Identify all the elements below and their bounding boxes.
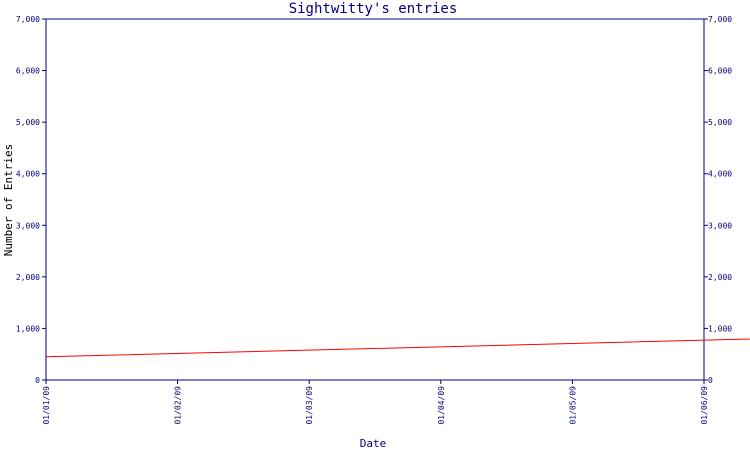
y-tick-label-right: 1,000 [708,324,732,333]
y-tick-label-left: 1,000 [16,324,40,333]
x-tick-label: 01/05/09 [568,386,577,425]
series-line-entries [45,338,750,358]
x-axis: 01/01/09 01/02/09 01/03/09 01/04/09 01/05/09… [42,380,709,425]
x-tick-label: 01/03/09 [305,386,314,425]
x-tick-label: 01/01/09 [42,386,51,425]
y-tick-label-left: 0 [35,376,40,385]
x-axis-label: Date [360,437,387,450]
y-tick-label-left: 7,000 [16,15,40,24]
y-tick-label-right: 2,000 [708,273,732,282]
x-tick-label: 01/02/09 [174,386,183,425]
x-tick-label: 01/04/09 [437,386,446,425]
y-axis-label: Number of Entries [2,144,15,257]
chart-title: Sightwitty's entries [289,1,458,17]
y-axis-right: 0 1,000 2,000 3,000 4,000 5,000 6,000 7,000 [704,15,732,385]
y-tick-label-left: 5,000 [16,118,40,127]
y-axis-left: 0 1,000 2,000 3,000 4,000 5,000 6,000 7,000 [16,15,46,385]
plot-frame [45,18,705,381]
y-tick-label-left: 6,000 [16,67,40,76]
y-tick-label-left: 2,000 [16,273,40,282]
y-tick-label-left: 3,000 [16,221,40,230]
x-tick-label: 01/06/09 [700,386,709,425]
y-tick-label-right: 7,000 [708,15,732,24]
y-tick-label-right: 6,000 [708,67,732,76]
y-tick-label-right: 0 [708,376,713,385]
y-tick-label-right: 5,000 [708,118,732,127]
y-tick-label-right: 4,000 [708,170,732,179]
y-tick-label-left: 4,000 [16,170,40,179]
y-tick-label-right: 3,000 [708,221,732,230]
